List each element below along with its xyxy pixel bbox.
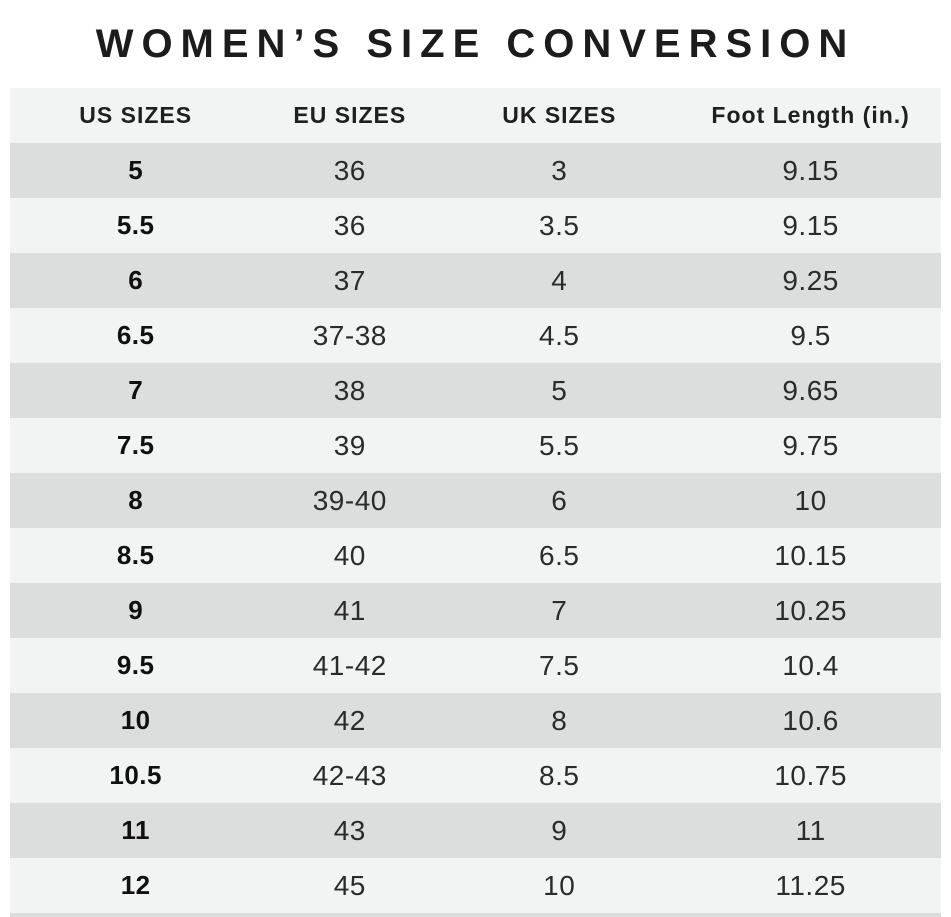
cell-foot-length: 10.15 [774, 539, 847, 571]
cell-uk-size: 7.5 [539, 649, 580, 681]
size-conversion-table: US SIZES EU SIZES UK SIZES Foot Length (… [10, 88, 941, 917]
table-row: 10 42 8 10.6 [10, 693, 941, 748]
cell-foot-length: 9.25 [782, 264, 839, 296]
cell-foot-length: 9.15 [782, 209, 839, 241]
cell-uk-size: 5.5 [539, 429, 580, 461]
cell-us-size: 6 [128, 265, 144, 295]
table-row: 7 38 5 9.65 [10, 363, 941, 418]
cell-uk-size: 7 [551, 594, 568, 626]
cell-eu-size: 41 [333, 594, 366, 626]
cell-us-size: 7 [128, 375, 144, 405]
title-bar: WOMEN’S SIZE CONVERSION [0, 0, 951, 88]
cell-foot-length: 10.75 [774, 759, 847, 791]
cell-eu-size: 39 [333, 429, 366, 461]
table-row: 12 45 10 11.25 [10, 858, 941, 913]
cell-uk-size: 3 [551, 154, 568, 186]
cell-uk-size: 10 [543, 869, 576, 901]
cell-eu-size: 41-42 [312, 649, 387, 681]
table-row: 6.5 37-38 4.5 9.5 [10, 308, 941, 363]
cell-uk-size: 9 [551, 814, 568, 846]
table-row: 9 41 7 10.25 [10, 583, 941, 638]
cell-us-size: 6.5 [116, 320, 155, 350]
cell-uk-size: 6.5 [539, 539, 580, 571]
table-row: 6 37 4 9.25 [10, 253, 941, 308]
cell-us-size: 9.5 [116, 650, 155, 680]
cell-uk-size: 4 [551, 264, 568, 296]
cell-eu-size: 42 [333, 704, 366, 736]
cell-eu-size: 45 [333, 869, 366, 901]
cell-eu-size: 40 [333, 539, 366, 571]
column-header-uk-sizes: UK SIZES [502, 102, 617, 128]
table-row: 8.5 40 6.5 10.15 [10, 528, 941, 583]
cell-foot-length: 11.25 [775, 869, 846, 901]
cell-uk-size: 3.5 [539, 209, 580, 241]
cell-us-size: 10 [120, 705, 151, 735]
cell-eu-size: 39-40 [312, 484, 387, 516]
cell-foot-length: 9.15 [782, 154, 839, 186]
cell-eu-size: 42-43 [312, 759, 387, 791]
table-row: 5.5 36 3.5 9.15 [10, 198, 941, 253]
table-row: 5 36 3 9.15 [10, 143, 941, 198]
cell-us-size: 5 [128, 155, 144, 185]
table-row: 8 39-40 6 10 [10, 473, 941, 528]
table-body: 5 36 3 9.15 5.5 36 3.5 9.15 6 37 4 9.25 6.5 37-38 4.5 9… [10, 143, 941, 913]
cell-foot-length: 11 [795, 814, 826, 846]
table-header-row: US SIZES EU SIZES UK SIZES Foot Length (… [10, 88, 941, 143]
cell-eu-size: 37 [333, 264, 366, 296]
cell-eu-size: 36 [333, 209, 366, 241]
cell-foot-length: 10.25 [774, 594, 847, 626]
cell-us-size: 8 [128, 485, 144, 515]
cell-us-size: 7.5 [116, 430, 155, 460]
cell-foot-length: 9.75 [782, 429, 839, 461]
cell-foot-length: 9.5 [790, 319, 831, 351]
table-row: 11 43 9 11 [10, 803, 941, 858]
cell-foot-length: 10.4 [782, 649, 839, 681]
column-header-eu-sizes: EU SIZES [293, 102, 407, 128]
table-row: 7.5 39 5.5 9.75 [10, 418, 941, 473]
column-header-us-sizes: US SIZES [79, 102, 193, 128]
table-row: 10.5 42-43 8.5 10.75 [10, 748, 941, 803]
cell-us-size: 12 [120, 870, 151, 900]
cell-us-size: 8.5 [116, 540, 155, 570]
cell-eu-size: 36 [333, 154, 366, 186]
cell-us-size: 9 [128, 595, 144, 625]
cell-foot-length: 10 [794, 484, 827, 516]
cell-us-size: 10.5 [109, 760, 162, 790]
cell-eu-size: 38 [333, 374, 366, 406]
cell-uk-size: 6 [551, 484, 568, 516]
cell-uk-size: 8 [551, 704, 568, 736]
table-row: 9.5 41-42 7.5 10.4 [10, 638, 941, 693]
cell-uk-size: 8.5 [539, 759, 580, 791]
cell-eu-size: 37-38 [312, 319, 387, 351]
cell-foot-length: 10.6 [782, 704, 839, 736]
cell-us-size: 11 [121, 815, 150, 845]
column-header-foot-length: Foot Length (in.) [711, 102, 910, 128]
cell-uk-size: 4.5 [539, 319, 580, 351]
cell-us-size: 5.5 [116, 210, 155, 240]
bottom-row-sliver [10, 913, 941, 917]
cell-foot-length: 9.65 [782, 374, 839, 406]
cell-eu-size: 43 [333, 814, 366, 846]
page-title: WOMEN’S SIZE CONVERSION [95, 21, 856, 66]
cell-uk-size: 5 [551, 374, 568, 406]
